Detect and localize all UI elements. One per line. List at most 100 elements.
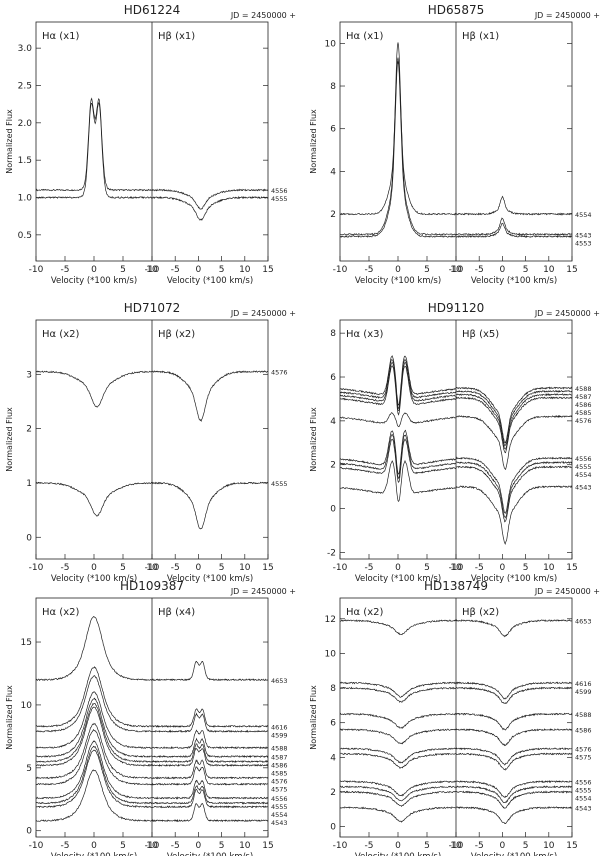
x-tick-label: 5: [219, 841, 225, 851]
hbeta-series-4587: [455, 389, 572, 447]
halpha-series-4556: [340, 780, 457, 797]
hbeta-series-4543: [151, 802, 268, 823]
jd-label: JD = 2450000 +: [230, 309, 296, 318]
halpha-series-4575: [36, 729, 153, 786]
jd-label: JD = 2450000 +: [534, 587, 600, 596]
hbeta-series-4554: [455, 790, 572, 809]
halpha-series-4586: [36, 703, 153, 763]
series-jd-label: 4576: [575, 417, 592, 425]
halpha-series-4599: [340, 686, 456, 703]
x-axis-label-right: Velocity (*100 km/s): [471, 574, 557, 584]
x-tick-label: 10: [450, 265, 462, 275]
x-axis-label-right: Velocity (*100 km/s): [471, 852, 557, 856]
x-tick-label: -5: [475, 563, 484, 573]
hbeta-series-4555: [151, 195, 268, 221]
halpha-series-4576: [340, 747, 457, 764]
series-jd-label: 4653: [575, 618, 592, 626]
y-tick-label: 10: [21, 701, 33, 711]
series-jd-label: 4585: [271, 769, 288, 777]
x-tick-label: -5: [365, 841, 374, 851]
hbeta-series-4576: [151, 759, 268, 780]
x-tick-label: -5: [475, 841, 484, 851]
x-tick-label: 5: [424, 265, 430, 275]
y-tick-label: 4: [330, 167, 336, 177]
x-tick-label: 10: [450, 563, 462, 573]
chart-hd61224: HD61224 JD = 2450000 + Hα (x1) Hβ (x1) 0.5 1.…: [5, 3, 296, 286]
hbeta-series-4575: [151, 766, 268, 786]
series-jd-label: 4556: [271, 187, 288, 195]
x-tick-label: -10: [449, 265, 464, 275]
x-tick-label: 10: [146, 563, 158, 573]
series-jd-label: 4543: [575, 484, 592, 492]
halpha-series-4554: [340, 57, 457, 216]
halpha-label: Hα (x2): [346, 607, 383, 618]
y-tick-label: 0: [330, 823, 336, 833]
hbeta-series-4543: [455, 217, 572, 236]
series-jd-label: 4599: [271, 731, 288, 739]
y-tick-label: 15: [21, 638, 32, 648]
x-tick-label: 5: [219, 563, 225, 573]
y-tick-label: 8: [330, 329, 336, 339]
hbeta-label: Hβ (x1): [462, 31, 499, 42]
halpha-label: Hα (x2): [42, 329, 79, 340]
halpha-series-4616: [36, 666, 153, 728]
x-tick-label: 5: [424, 841, 430, 851]
y-tick-label: 2: [26, 425, 32, 435]
x-tick-label: 0: [395, 841, 401, 851]
x-tick-label: 0: [91, 563, 97, 573]
x-tick-label: -10: [145, 841, 160, 851]
y-tick-label: 10: [325, 649, 337, 659]
hbeta-series-4553: [455, 222, 572, 239]
halpha-series-4585: [340, 365, 457, 416]
x-axis-label-left: Velocity (*100 km/s): [51, 276, 137, 286]
y-tick-label: 4: [330, 753, 336, 763]
x-tick-label: 5: [424, 563, 430, 573]
x-tick-label: 10: [543, 841, 555, 851]
halpha-series-4553: [340, 61, 457, 238]
hbeta-series-4616: [455, 681, 572, 700]
y-tick-label: 1.0: [18, 194, 33, 204]
halpha-label: Hα (x1): [346, 31, 383, 42]
y-tick-label: 6: [330, 719, 336, 729]
x-tick-label: -5: [171, 841, 180, 851]
y-tick-label: 2: [330, 210, 336, 220]
y-tick-label: 2: [330, 461, 336, 471]
halpha-series-4555: [340, 785, 457, 802]
y-axis-label: Normalized Flux: [5, 407, 14, 472]
hbeta-series-4554: [455, 465, 572, 523]
series-jd-label: 4587: [271, 753, 288, 761]
y-tick-label: 1.5: [18, 156, 32, 166]
x-axis-label-left: Velocity (*100 km/s): [51, 852, 137, 856]
chart-title: HD71072: [124, 301, 180, 315]
x-tick-label: 0: [196, 563, 202, 573]
halpha-series-4554: [340, 438, 457, 484]
halpha-series-4575: [340, 752, 457, 769]
y-axis-label: Normalized Flux: [309, 407, 318, 472]
hbeta-series-4588: [151, 729, 268, 750]
hbeta-series-4555: [151, 784, 268, 805]
y-tick-label: 1: [26, 479, 32, 489]
y-tick-label: 3.0: [18, 44, 33, 54]
y-tick-label: 2.5: [18, 81, 32, 91]
series-jd-label: 4588: [271, 745, 288, 753]
x-tick-label: 15: [566, 265, 577, 275]
hbeta-label: Hβ (x2): [158, 329, 195, 340]
x-tick-label: -5: [171, 265, 180, 275]
hbeta-series-4555: [456, 785, 572, 804]
x-axis-label-right: Velocity (*100 km/s): [167, 852, 253, 856]
series-jd-label: 4576: [271, 777, 288, 785]
series-jd-label: 4554: [575, 471, 592, 479]
y-tick-label: 6: [330, 373, 336, 383]
halpha-series-4576: [340, 412, 457, 428]
x-tick-label: 10: [450, 841, 462, 851]
jd-label: JD = 2450000 +: [230, 11, 296, 20]
hbeta-series-4588: [455, 386, 572, 444]
x-tick-label: 10: [239, 265, 251, 275]
y-tick-label: 0: [330, 505, 336, 515]
series-jd-label: 4586: [575, 727, 592, 735]
hbeta-label: Hβ (x1): [158, 31, 195, 42]
y-tick-label: 0: [26, 827, 32, 837]
hbeta-series-4543: [455, 806, 572, 825]
hbeta-series-4588: [456, 712, 572, 731]
y-tick-label: 6: [330, 125, 336, 135]
